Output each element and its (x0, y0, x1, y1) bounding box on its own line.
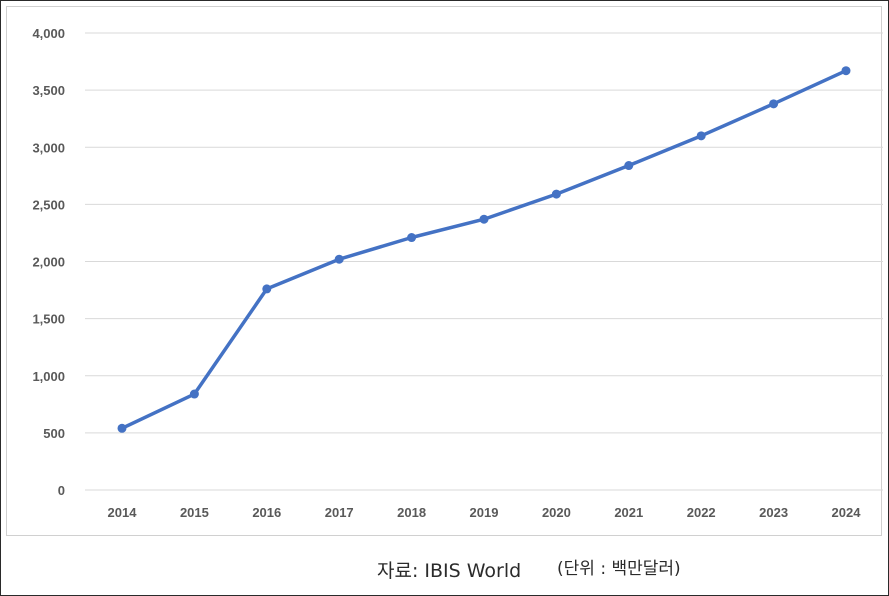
x-tick-label: 2022 (687, 505, 716, 520)
data-point (117, 423, 127, 433)
plot-area (6, 6, 882, 536)
y-tick-label: 0 (58, 483, 65, 498)
data-point (551, 189, 561, 199)
x-tick-label: 2019 (470, 505, 499, 520)
data-point (334, 254, 344, 264)
y-tick-label: 2,500 (32, 197, 65, 212)
data-point (189, 389, 199, 399)
x-tick-label: 2017 (325, 505, 354, 520)
series-layer (117, 66, 851, 433)
y-tick-label: 2,000 (32, 255, 65, 270)
x-tick-label: 2023 (759, 505, 788, 520)
unit-note: (단위 : 백만달러) (557, 559, 681, 579)
y-tick-label: 3,000 (32, 140, 65, 155)
data-point (407, 233, 417, 243)
x-tick-label: 2020 (542, 505, 571, 520)
data-point (696, 131, 706, 141)
x-tick-label: 2015 (180, 505, 209, 520)
y-tick-label: 1,000 (32, 369, 65, 384)
x-tick-label: 2014 (108, 505, 138, 520)
source-note: 자료: IBIS World (377, 560, 522, 582)
data-point (624, 161, 634, 171)
gridlines (85, 32, 883, 491)
x-tick-label: 2024 (832, 505, 862, 520)
data-point (769, 99, 779, 109)
series-line (120, 68, 848, 431)
y-tick-label: 1,500 (32, 312, 65, 327)
x-axis-ticks: 2014 2015 2016 2017 2018 2019 2020 2021 2022 2023… (108, 505, 862, 520)
y-tick-label: 3,500 (32, 83, 65, 98)
y-axis-ticks: 0 500 1,000 1,500 2,000 2,500 3,000 3,500 4,000 (32, 26, 65, 498)
y-tick-label: 500 (43, 426, 65, 441)
y-tick-label: 4,000 (32, 26, 65, 41)
data-point (262, 284, 272, 294)
data-point (479, 214, 489, 224)
x-tick-label: 2016 (252, 505, 281, 520)
x-tick-label: 2018 (397, 505, 426, 520)
x-tick-label: 2021 (614, 505, 643, 520)
data-point (841, 66, 851, 76)
